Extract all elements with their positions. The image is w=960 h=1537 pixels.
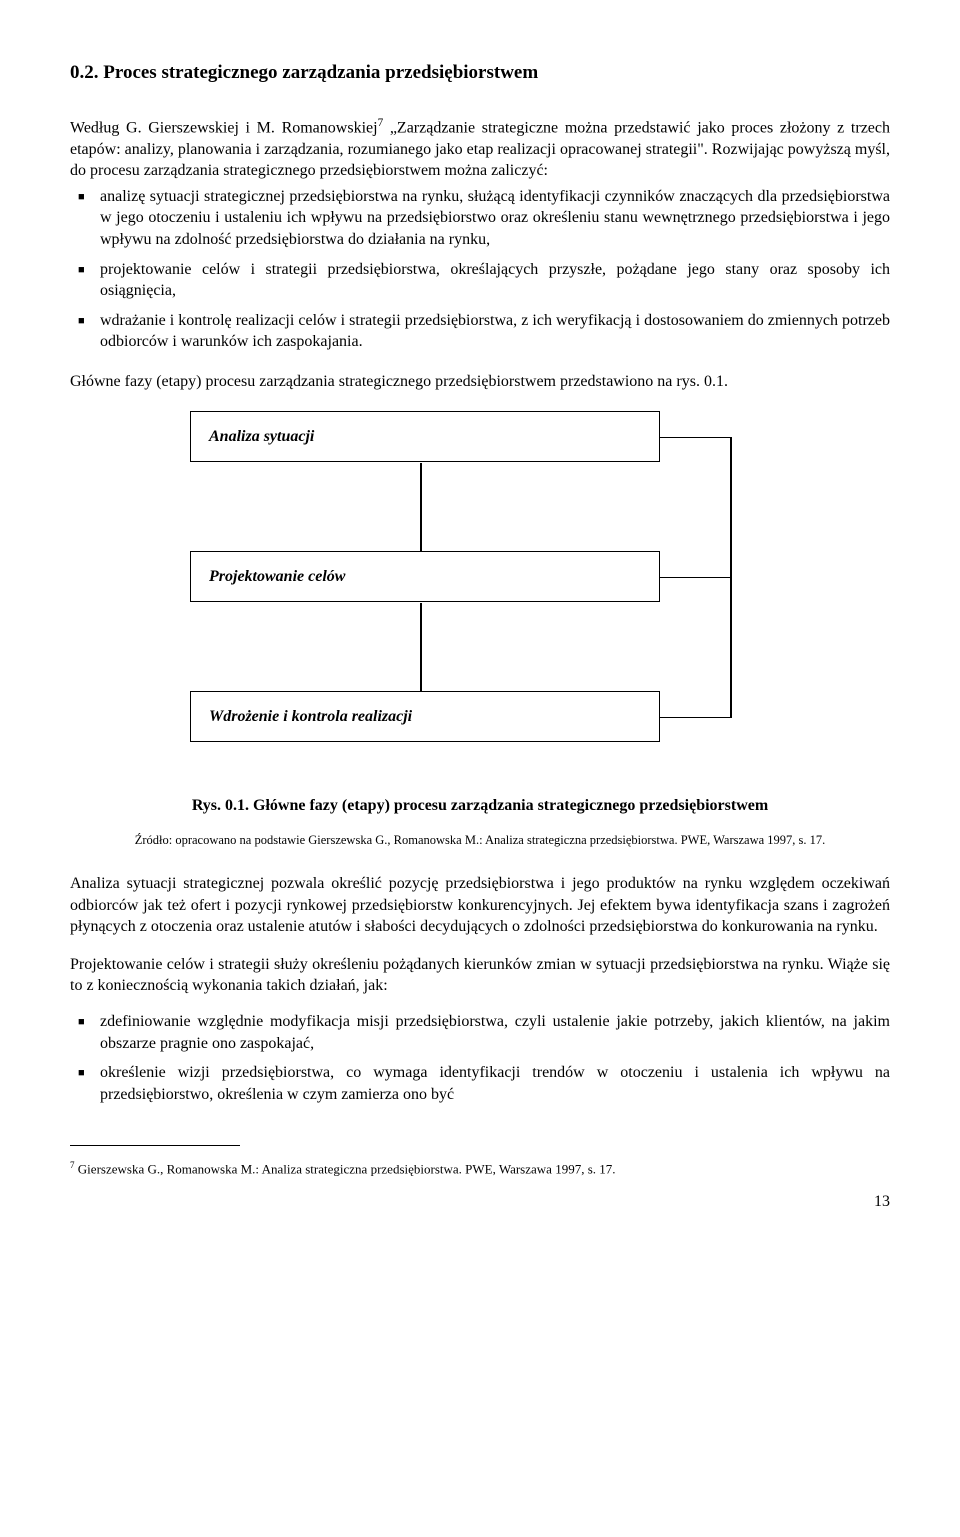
page-number: 13 bbox=[70, 1191, 890, 1213]
list-item: wdrażanie i kontrolę realizacji celów i … bbox=[70, 310, 890, 353]
feedback-v-right bbox=[730, 437, 732, 719]
list-item: projektowanie celów i strategii przedsię… bbox=[70, 259, 890, 302]
bullet-list-b: zdefiniowanie względnie modyfikacja misj… bbox=[70, 1011, 890, 1105]
connector-2-3 bbox=[420, 603, 422, 691]
feedback-h-bottom bbox=[660, 717, 730, 719]
flow-box-design: Projektowanie celów bbox=[190, 551, 660, 603]
section-heading: 0.2. Proces strategicznego zarządzania p… bbox=[70, 60, 890, 86]
intro-paragraph: Według G. Gierszewskiej i M. Romanowskie… bbox=[70, 116, 890, 182]
figure-caption: Rys. 0.1. Główne fazy (etapy) procesu za… bbox=[70, 795, 890, 817]
connector-1-2 bbox=[420, 463, 422, 551]
figure-source: Źródło: opracowano na podstawie Gierszew… bbox=[70, 832, 890, 849]
flow-box-analysis: Analiza sytuacji bbox=[190, 411, 660, 463]
footnote-body: Gierszewska G., Romanowska M.: Analiza s… bbox=[75, 1162, 616, 1177]
list-item: zdefiniowanie względnie modyfikacja misj… bbox=[70, 1011, 890, 1054]
intro-line: Według G. Gierszewskiej i M. Romanowskie… bbox=[70, 119, 378, 136]
list-item: określenie wizji przedsiębiorstwa, co wy… bbox=[70, 1062, 890, 1105]
feedback-h-mid bbox=[660, 577, 730, 579]
analysis-paragraph: Analiza sytuacji strategicznej pozwala o… bbox=[70, 873, 890, 938]
bullet-list-a: analizę sytuacji strategicznej przedsięb… bbox=[70, 186, 890, 353]
flowchart: Analiza sytuacji Projektowanie celów Wdr… bbox=[170, 411, 790, 771]
feedback-h-top bbox=[660, 437, 730, 439]
flow-box-implementation: Wdrożenie i kontrola realizacji bbox=[190, 691, 660, 743]
project-paragraph: Projektowanie celów i strategii służy ok… bbox=[70, 954, 890, 997]
footnote-text: 7 Gierszewska G., Romanowska M.: Analiza… bbox=[70, 1159, 890, 1178]
list-item: analizę sytuacji strategicznej przedsięb… bbox=[70, 186, 890, 251]
footnote-separator bbox=[70, 1145, 240, 1146]
phases-paragraph: Główne fazy (etapy) procesu zarządzania … bbox=[70, 371, 890, 393]
